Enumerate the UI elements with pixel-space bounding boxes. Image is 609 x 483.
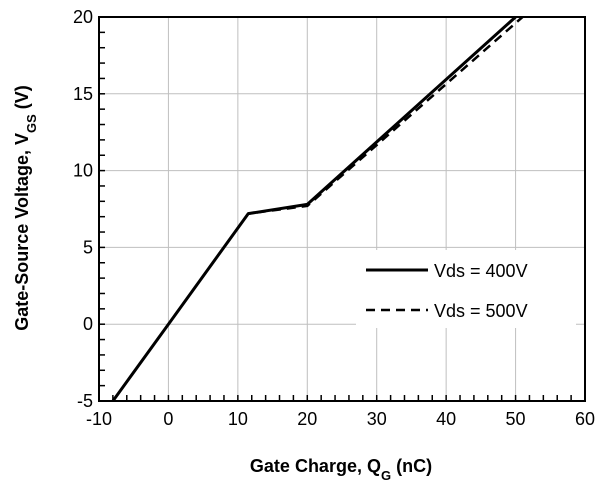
- y-tick-label: 5: [83, 237, 93, 257]
- y-axis-title-unit: (V): [12, 85, 32, 114]
- x-tick-label: 10: [228, 409, 248, 429]
- x-axis-title-main: Gate Charge, Q: [250, 456, 381, 476]
- y-tick-labels: -5 0 5 10 15 20: [73, 7, 93, 411]
- y-tick-label: 10: [73, 161, 93, 181]
- y-tick-label: 0: [83, 314, 93, 334]
- y-axis-title: Gate-Source Voltage, VGS (V): [12, 85, 39, 331]
- x-axis-title-subscript: G: [381, 468, 391, 483]
- x-tick-label: 50: [506, 409, 526, 429]
- legend-label-vds-500v: Vds = 500V: [434, 301, 528, 321]
- legend-label-vds-400v: Vds = 400V: [434, 261, 528, 281]
- x-tick-label: 60: [575, 409, 595, 429]
- x-axis-title-unit: (nC): [391, 456, 432, 476]
- x-axis-title: Gate Charge, QG (nC): [250, 456, 432, 483]
- x-tick-labels: -10 0 10 20 30 40 50 60: [86, 409, 595, 429]
- series-line-vds-500v: [111, 16, 524, 402]
- legend-box: [356, 250, 576, 328]
- plot-frame: [98, 16, 586, 402]
- x-tick-label: 0: [163, 409, 173, 429]
- x-tick-label: -10: [86, 409, 112, 429]
- y-axis-title-subscript: GS: [24, 114, 39, 133]
- x-tick-label: 20: [297, 409, 317, 429]
- x-tick-label: 40: [436, 409, 456, 429]
- data-series: [111, 15, 524, 402]
- y-tick-label: 20: [73, 7, 93, 27]
- x-tick-label: 30: [367, 409, 387, 429]
- y-axis-title-main: Gate-Source Voltage, V: [12, 133, 32, 331]
- y-tick-label: -5: [77, 391, 93, 411]
- legend: Vds = 400V Vds = 500V: [366, 261, 528, 321]
- y-tick-label: 15: [73, 84, 93, 104]
